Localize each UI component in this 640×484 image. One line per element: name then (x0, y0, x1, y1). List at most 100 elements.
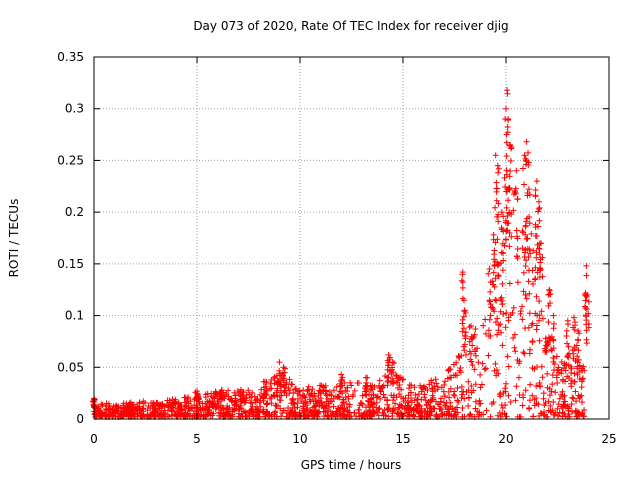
roti-point (123, 408, 130, 415)
roti-point (320, 404, 327, 411)
roti-point (519, 228, 526, 235)
roti-point (290, 410, 297, 417)
roti-point (158, 401, 165, 408)
roti-point (526, 310, 533, 317)
roti-point (261, 384, 268, 391)
roti-point (534, 312, 541, 319)
roti-point (517, 310, 524, 317)
roti-point (510, 335, 517, 342)
roti-point (178, 411, 185, 418)
roti-point (563, 327, 570, 334)
roti-point (456, 367, 463, 374)
roti-point (346, 403, 353, 410)
roti-point (550, 325, 557, 332)
roti-point (385, 413, 392, 420)
y-tick-label: 0.05 (57, 360, 84, 374)
roti-point (339, 390, 346, 397)
roti-point (333, 383, 340, 390)
roti-point (310, 397, 317, 404)
roti-point (390, 407, 397, 414)
roti-point (465, 394, 472, 401)
roti-point (468, 413, 475, 420)
roti-point (499, 267, 506, 274)
roti-point (497, 308, 504, 315)
roti-point (228, 397, 235, 404)
roti-point (463, 388, 470, 395)
roti-point (485, 270, 492, 277)
roti-point (513, 383, 520, 390)
roti-point (514, 196, 521, 203)
roti-point (396, 401, 403, 408)
roti-point (536, 274, 543, 281)
roti-point (398, 386, 405, 393)
roti-point (235, 406, 242, 413)
roti-point (508, 211, 515, 218)
roti-point (239, 388, 246, 395)
roti-point (529, 338, 536, 345)
roti-point (521, 152, 528, 159)
roti-point (480, 322, 487, 329)
roti-point (510, 304, 517, 311)
roti-point (440, 399, 447, 406)
roti-point (205, 406, 212, 413)
roti-point (530, 247, 537, 254)
roti-point (378, 385, 385, 392)
roti-point (492, 239, 499, 246)
roti-point (533, 249, 540, 256)
roti-point (544, 370, 551, 377)
roti-point (539, 315, 546, 322)
roti-point (151, 400, 158, 407)
roti-point (565, 410, 572, 417)
roti-point (438, 395, 445, 402)
roti-point (290, 389, 297, 396)
roti-point (307, 408, 314, 415)
roti-point (364, 374, 371, 381)
roti-point (428, 408, 435, 415)
roti-point (506, 243, 513, 250)
roti-point (495, 322, 502, 329)
roti-point (436, 405, 443, 412)
roti-point (102, 411, 109, 418)
roti-point (320, 387, 327, 394)
roti-point (326, 404, 333, 411)
roti-point (502, 236, 509, 243)
roti-point (457, 364, 464, 371)
roti-point (408, 395, 415, 402)
roti-point (535, 208, 542, 215)
roti-point (110, 408, 117, 415)
tick-layer: 0 5 10 15 20 25 0 0.05 0.1 0.15 0.2 0.25 0.3 0.35 (57, 50, 616, 446)
roti-point (212, 388, 219, 395)
roti-point (359, 392, 366, 399)
roti-point (182, 413, 189, 420)
roti-point (535, 205, 542, 212)
roti-point (385, 374, 392, 381)
roti-point (140, 400, 147, 407)
roti-point (194, 392, 201, 399)
roti-point (459, 271, 466, 278)
roti-point (504, 353, 511, 360)
roti-point (491, 256, 498, 263)
roti-point (204, 411, 211, 418)
roti-point (497, 329, 504, 336)
roti-point (533, 178, 540, 185)
roti-point (571, 370, 578, 377)
roti-point (405, 397, 412, 404)
roti-point (271, 373, 278, 380)
roti-point (280, 382, 287, 389)
roti-point (498, 294, 505, 301)
x-tick-label: 5 (193, 432, 201, 446)
roti-point (583, 293, 590, 300)
roti-point (575, 356, 582, 363)
roti-point (443, 412, 450, 419)
roti-point (376, 377, 383, 384)
roti-point (339, 374, 346, 381)
roti-point (479, 360, 486, 367)
roti-point (514, 279, 521, 286)
roti-point (294, 395, 301, 402)
roti-point (355, 380, 362, 387)
roti-point (583, 272, 590, 279)
roti-point (505, 116, 512, 123)
roti-point (351, 387, 358, 394)
roti-point (412, 392, 419, 399)
roti-point (526, 220, 533, 227)
